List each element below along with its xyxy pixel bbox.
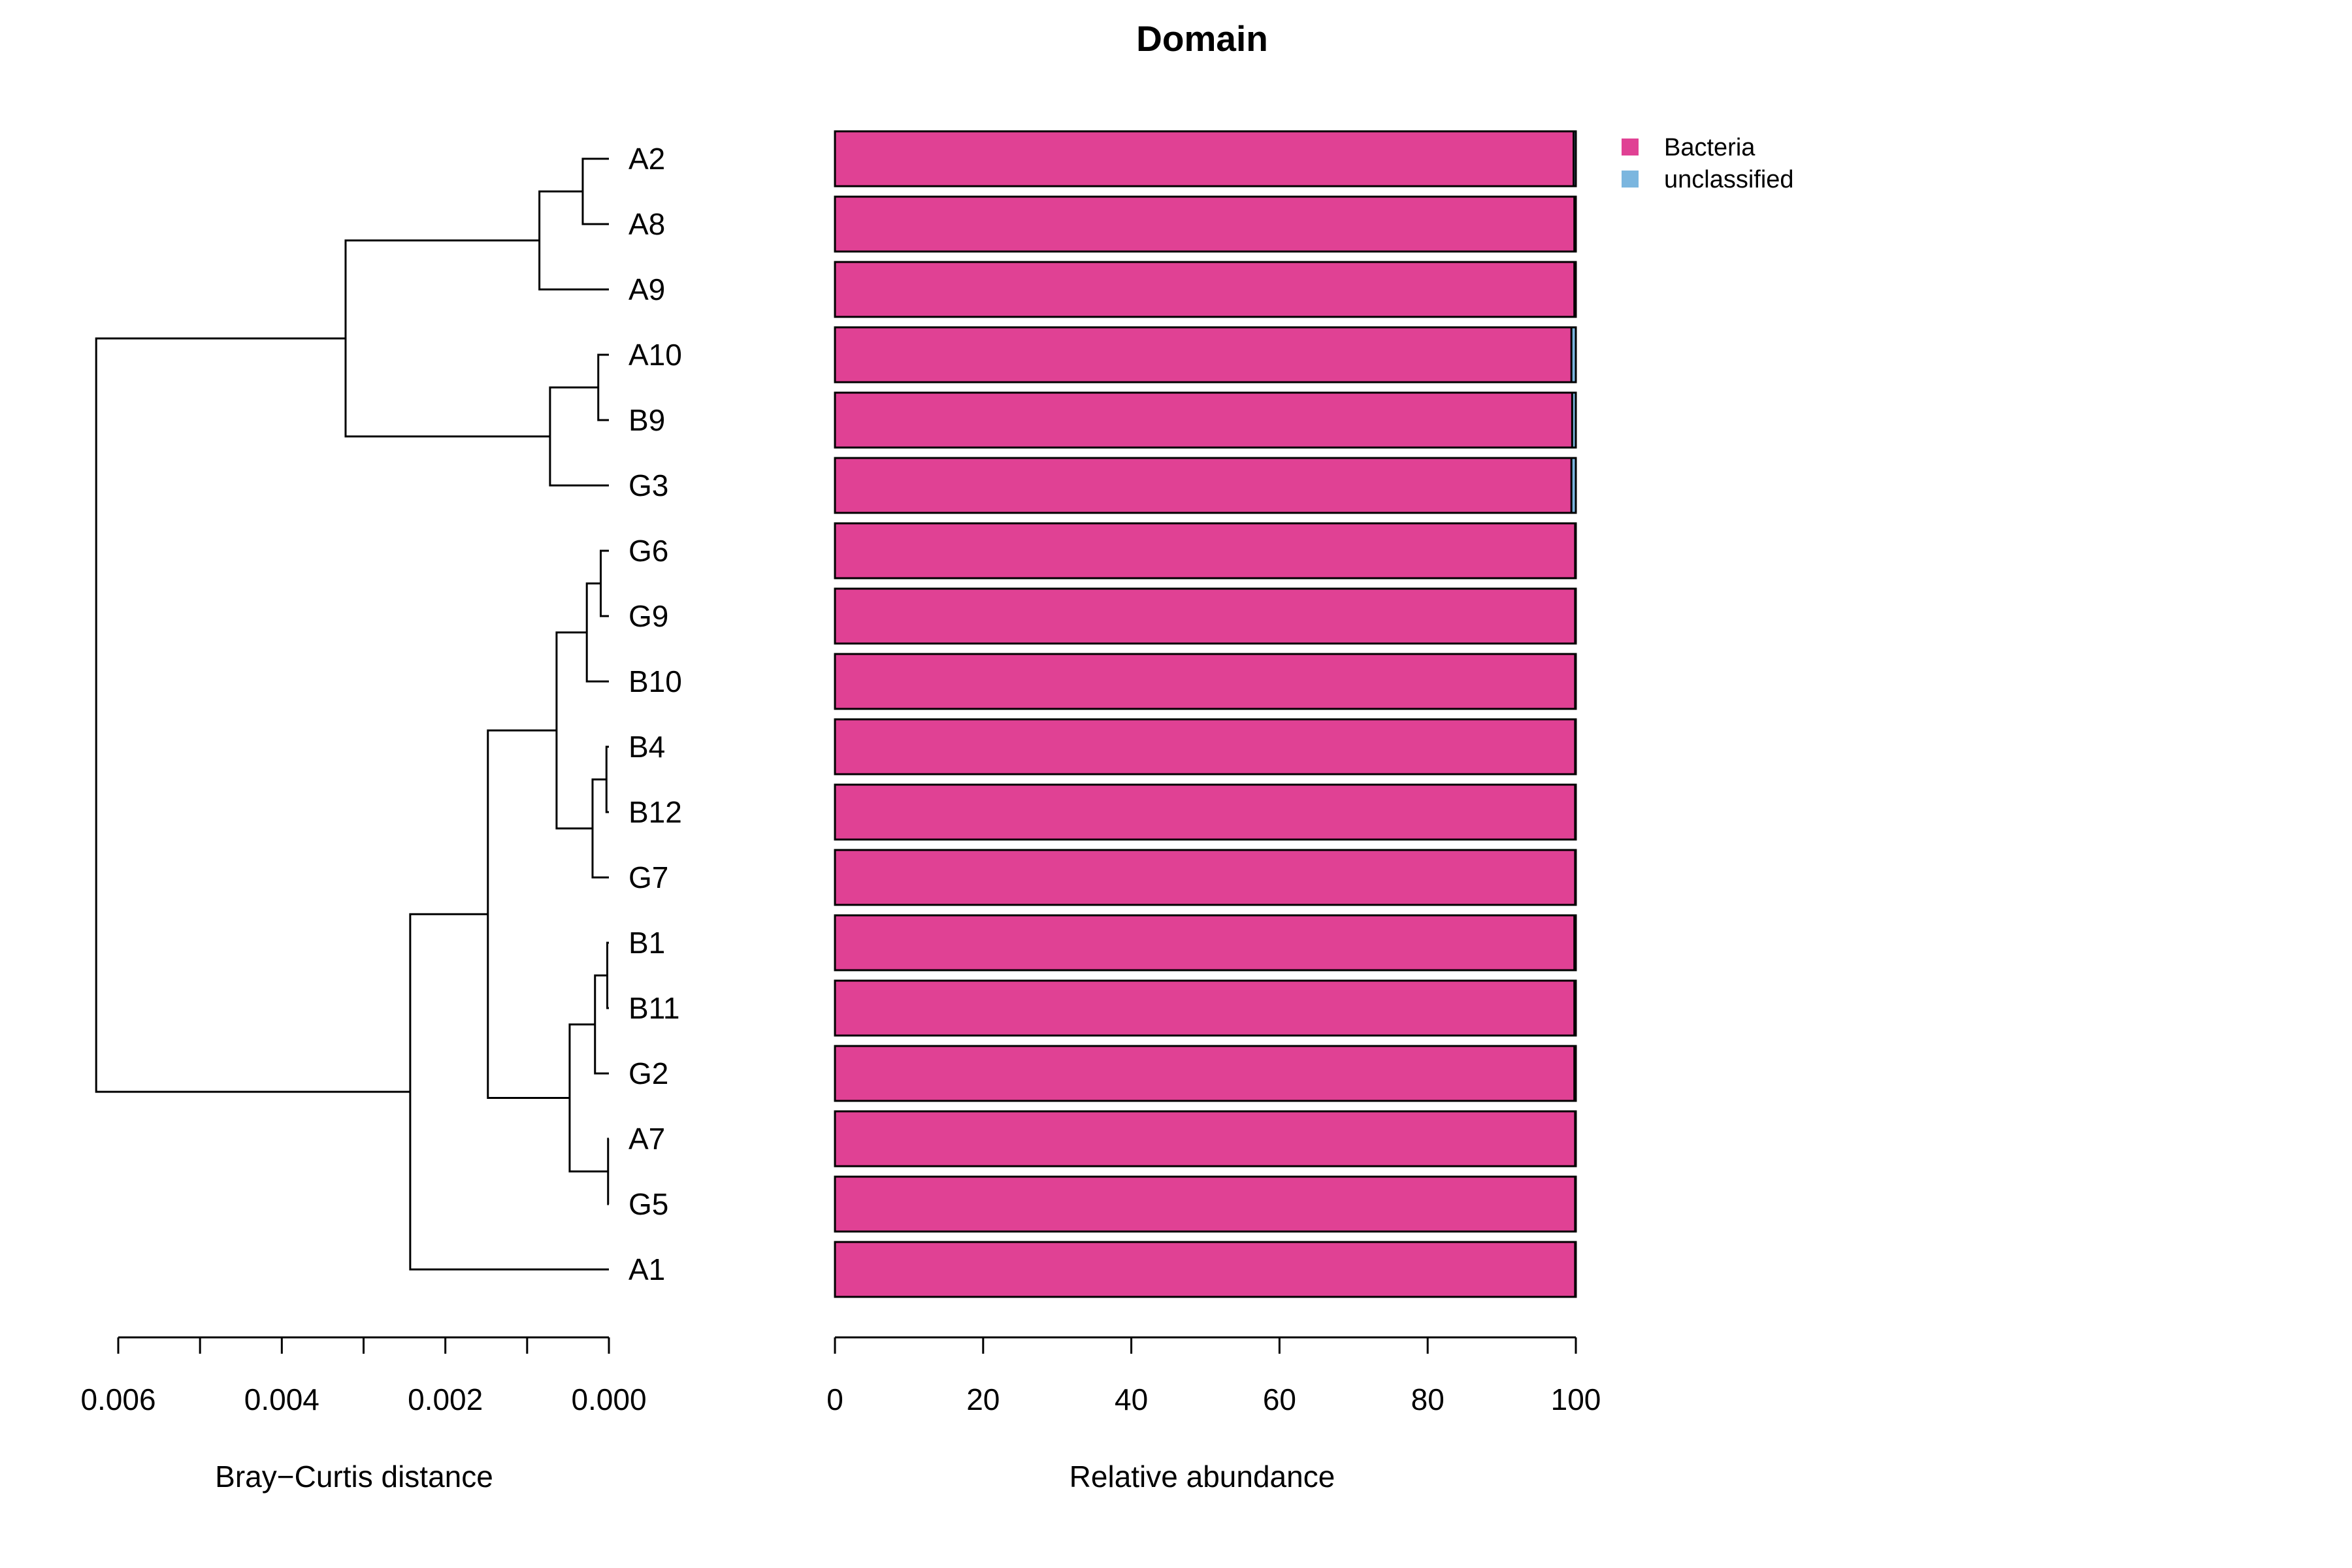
sample-label-b12: B12 xyxy=(629,795,682,829)
bar-g5-bacteria xyxy=(835,1177,1575,1232)
bar-g6-bacteria xyxy=(835,523,1575,578)
bar-g2-bacteria xyxy=(835,1046,1575,1101)
sample-label-g6: G6 xyxy=(629,534,668,568)
abundance-tick-label: 60 xyxy=(1263,1382,1296,1416)
bar-b12-bacteria xyxy=(835,785,1575,840)
sample-label-b1: B1 xyxy=(629,926,665,960)
bar-a1-bacteria xyxy=(835,1242,1575,1297)
sample-label-g5: G5 xyxy=(629,1187,668,1221)
dendrogram-branch xyxy=(95,337,410,1093)
bar-outline-b4 xyxy=(834,718,1577,776)
legend-swatch-unclassified xyxy=(1622,171,1639,188)
abundance-tick-label: 0 xyxy=(826,1382,843,1416)
abundance-axis-label: Relative abundance xyxy=(1070,1460,1335,1494)
bar-outline-a1 xyxy=(834,1241,1577,1298)
sample-label-g3: G3 xyxy=(629,468,668,502)
bar-outline-a2 xyxy=(834,130,1577,188)
bar-outline-g9 xyxy=(834,587,1577,645)
distance-tick-label: 0.002 xyxy=(408,1382,483,1416)
bar-outline-g5 xyxy=(834,1175,1577,1233)
sample-label-g7: G7 xyxy=(629,860,668,894)
sample-labels: A2 A8 A9 A10 B9 G3 G6 G9 B10 B4 B12 G7 B1 B11 G2 A7 G5 A1 xyxy=(629,142,682,1286)
bar-a2-unclassified xyxy=(1573,131,1576,186)
sample-label-a9: A9 xyxy=(629,272,665,306)
distance-axis-label: Bray−Curtis distance xyxy=(215,1460,493,1494)
dendrogram-branch xyxy=(594,974,609,1075)
bar-a7-bacteria xyxy=(835,1111,1575,1166)
bar-a10-bacteria xyxy=(835,327,1572,382)
distance-axis: 0.006 0.004 0.002 0.000 xyxy=(80,1336,647,1416)
dendrogram-branch xyxy=(607,1137,610,1205)
bar-b1-bacteria xyxy=(835,915,1575,970)
bar-outline-a8 xyxy=(834,195,1577,253)
distance-tick-label: 0.004 xyxy=(244,1382,319,1416)
bar-outline-a9 xyxy=(834,261,1577,318)
dendrogram-branch xyxy=(581,157,609,225)
sample-label-g2: G2 xyxy=(629,1056,668,1090)
bar-outline-b9 xyxy=(834,391,1577,449)
bar-panel xyxy=(834,130,1577,1298)
sample-label-g9: G9 xyxy=(629,599,668,633)
dendrogram-panel xyxy=(95,157,610,1271)
bar-b11-bacteria xyxy=(835,981,1575,1036)
sample-label-a8: A8 xyxy=(629,207,665,241)
sample-label-a2: A2 xyxy=(629,142,665,176)
abundance-tick-label: 80 xyxy=(1411,1382,1445,1416)
abundance-tick-label: 20 xyxy=(966,1382,1000,1416)
distance-tick-label: 0.000 xyxy=(571,1382,646,1416)
distance-tick-label: 0.006 xyxy=(80,1382,155,1416)
chart-title: Domain xyxy=(1136,18,1268,59)
sample-label-b10: B10 xyxy=(629,664,682,698)
bar-b9-bacteria xyxy=(835,393,1573,448)
sample-label-a7: A7 xyxy=(629,1122,665,1156)
bar-outline-b11 xyxy=(834,979,1577,1037)
bar-a9-bacteria xyxy=(835,262,1575,317)
bar-outline-b1 xyxy=(834,914,1577,972)
sample-label-a10: A10 xyxy=(629,338,682,372)
bar-outline-g6 xyxy=(834,522,1577,580)
bar-g9-bacteria xyxy=(835,589,1575,644)
sample-label-b9: B9 xyxy=(629,403,665,437)
dendrogram-branch xyxy=(591,778,609,879)
bar-outline-g3 xyxy=(834,457,1577,514)
legend: Bacteria unclassified xyxy=(1622,134,1794,193)
bar-outline-a10 xyxy=(834,326,1577,384)
bar-g7-bacteria xyxy=(835,850,1575,905)
bar-a8-bacteria xyxy=(835,197,1575,252)
bar-a10-unclassified xyxy=(1571,327,1576,382)
bar-b4-bacteria xyxy=(835,719,1575,774)
legend-label-bacteria: Bacteria xyxy=(1664,134,1756,161)
bar-g3-unclassified xyxy=(1571,458,1576,513)
sample-label-b11: B11 xyxy=(629,991,679,1025)
bar-outline-b12 xyxy=(834,783,1577,841)
bar-a2-bacteria xyxy=(835,131,1574,186)
sample-label-b4: B4 xyxy=(629,730,665,764)
bar-outline-b10 xyxy=(834,653,1577,710)
abundance-axis: 0 20 40 60 80 100 xyxy=(826,1336,1601,1416)
bar-b9-unclassified xyxy=(1572,393,1576,448)
abundance-tick-label: 100 xyxy=(1551,1382,1601,1416)
bar-outline-g7 xyxy=(834,849,1577,906)
abundance-tick-label: 40 xyxy=(1115,1382,1148,1416)
sample-label-a1: A1 xyxy=(629,1252,665,1286)
bar-outline-g2 xyxy=(834,1045,1577,1102)
legend-label-unclassified: unclassified xyxy=(1664,166,1794,193)
bar-b10-bacteria xyxy=(835,654,1575,709)
legend-swatch-bacteria xyxy=(1622,139,1639,155)
dendrogram-branch xyxy=(606,941,609,1009)
bar-g3-bacteria xyxy=(835,458,1572,513)
bar-outline-a7 xyxy=(834,1110,1577,1168)
